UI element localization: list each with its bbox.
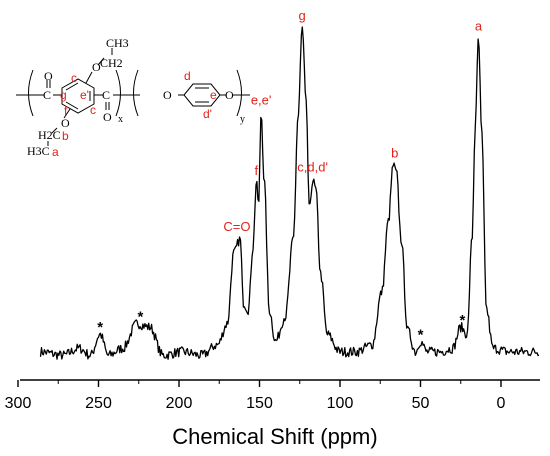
chemical-structure <box>16 48 250 146</box>
plot-area: 300 250 200 150 100 50 0 a g b e,e' f c,d,d' C=O * * * *… <box>5 8 540 449</box>
benzene-ring-right <box>183 83 221 107</box>
bond-double <box>65 82 79 91</box>
x-tick-label: 100 <box>327 395 354 412</box>
site-label-b: b <box>62 129 69 143</box>
h2c-bottom: H2C <box>38 128 61 142</box>
structure-labels: C O C O O CH2 CH3 O H2C H3C O O x y c g … <box>27 36 245 159</box>
x-tick-label: 300 <box>5 395 32 412</box>
left-paren-outer <box>28 69 34 117</box>
ether-oxygen-top: O <box>92 60 101 74</box>
bond-double <box>65 101 79 110</box>
peak-label: e,e' <box>251 92 272 107</box>
h3c-bottom: H3C <box>27 144 50 158</box>
x-axis-ticks: 300 250 200 150 100 50 0 <box>5 380 506 412</box>
phenyl-oxygen-right: O <box>225 88 234 102</box>
x-axis-title: Chemical Shift (ppm) <box>172 424 377 449</box>
spinning-sideband-marker: * <box>459 312 465 329</box>
x-tick-label: 200 <box>166 395 193 412</box>
spinning-sideband-marker: * <box>418 326 424 343</box>
peak-label: C=O <box>223 219 250 234</box>
subscript-x: x <box>118 114 123 125</box>
phenyl-oxygen-left: O <box>163 88 172 102</box>
site-label-d: d <box>184 69 191 83</box>
oxygen-right-label: O <box>103 110 112 124</box>
bond <box>63 108 71 119</box>
carbonyl-left-label: C <box>43 88 51 102</box>
peak-annotations: a g b e,e' f c,d,d' C=O * * * * <box>97 8 483 343</box>
site-label-e: e <box>210 88 217 102</box>
bond <box>51 127 58 134</box>
spinning-sideband-marker: * <box>137 309 143 326</box>
carbonyl-right-label: C <box>102 88 110 102</box>
site-label-e-prime: e' <box>80 88 89 102</box>
peak-label: a <box>475 19 483 34</box>
x-tick-label: 250 <box>85 395 112 412</box>
site-label-c-bottom: c <box>90 103 96 117</box>
site-label-d-prime: d' <box>203 107 212 121</box>
right-paren-close <box>236 69 242 117</box>
peak-label: f <box>254 163 258 178</box>
site-label-a: a <box>52 145 59 159</box>
ch3-top: CH3 <box>106 36 129 50</box>
benzene-ring-left <box>61 78 95 114</box>
bond <box>85 71 93 84</box>
bond <box>97 57 105 66</box>
ch2-top: CH2 <box>100 56 123 70</box>
spectrum-line <box>39 26 540 360</box>
site-label-g: g <box>60 88 67 102</box>
x-tick-label: 0 <box>497 395 506 412</box>
subscript-y: y <box>240 114 245 125</box>
x-tick-label: 150 <box>246 395 273 412</box>
site-label-f: f <box>64 104 68 118</box>
peak-label: b <box>391 145 398 160</box>
left-paren-close <box>115 69 121 117</box>
spinning-sideband-marker: * <box>97 319 103 336</box>
site-label-c-top: c <box>71 71 77 85</box>
peak-label: c,d,d' <box>297 159 328 174</box>
oxygen-left-label: O <box>44 69 53 83</box>
right-paren-open <box>133 69 139 117</box>
ether-oxygen-bottom: O <box>61 116 70 130</box>
x-tick-label: 50 <box>412 395 430 412</box>
peak-label: g <box>299 8 306 23</box>
